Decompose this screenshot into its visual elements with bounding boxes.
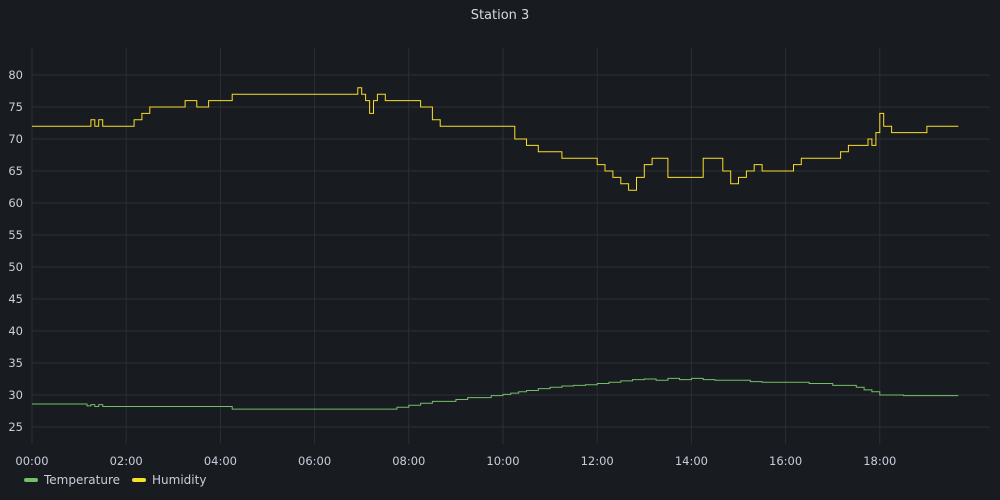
y-tick-label: 65 (8, 164, 23, 178)
y-tick-label: 55 (8, 228, 23, 242)
x-tick-label: 12:00 (581, 454, 614, 468)
series-line-temperature[interactable] (32, 377, 959, 410)
x-tick-label: 18:00 (863, 454, 896, 468)
x-tick-label: 08:00 (392, 454, 425, 468)
y-tick-label: 25 (8, 420, 23, 434)
y-tick-label: 35 (8, 356, 23, 370)
series-layer (32, 87, 959, 410)
x-tick-label: 02:00 (110, 454, 143, 468)
y-tick-label: 45 (8, 292, 23, 306)
y-tick-label: 80 (8, 68, 23, 82)
x-tick-label: 04:00 (204, 454, 237, 468)
x-tick-label: 00:00 (15, 454, 48, 468)
y-tick-label: 50 (8, 260, 23, 274)
legend-item-humidity[interactable]: Humidity (132, 473, 206, 487)
legend-swatch-temperature (24, 478, 38, 482)
legend: Temperature Humidity (24, 473, 206, 487)
y-tick-label: 75 (8, 100, 23, 114)
y-axis: 25 30 35 40 45 50 55 60 65 70 75 80 (8, 68, 23, 434)
x-axis: 00:00 02:00 04:00 06:00 08:00 10:00 12:00 14:00… (15, 454, 896, 468)
legend-swatch-humidity (132, 478, 147, 482)
x-tick-label: 14:00 (675, 454, 708, 468)
y-tick-label: 60 (8, 196, 23, 210)
y-tick-label: 40 (8, 324, 23, 338)
legend-label-humidity: Humidity (152, 473, 207, 487)
x-tick-label: 16:00 (769, 454, 802, 468)
y-tick-label: 70 (8, 132, 23, 146)
series-line-humidity[interactable] (32, 87, 959, 191)
x-tick-label: 06:00 (298, 454, 331, 468)
legend-label-temperature: Temperature (44, 473, 121, 487)
legend-item-temperature[interactable]: Temperature (24, 473, 120, 487)
panel-title[interactable]: Station 3 (470, 8, 530, 23)
x-tick-label: 10:00 (486, 454, 519, 468)
y-tick-label: 30 (8, 388, 23, 402)
